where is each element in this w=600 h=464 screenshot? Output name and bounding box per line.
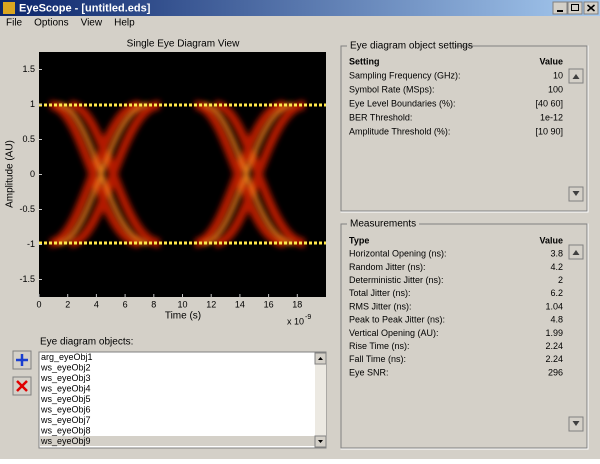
header-cell: Value: [539, 56, 563, 66]
app-icon: [3, 2, 15, 14]
header-cell: Type: [349, 235, 369, 245]
measurements-table: Type Value Horizontal Opening (ns): 3.8 Rand…: [349, 235, 563, 377]
selected-item-bg: [40, 436, 315, 446]
row-label: Random Jitter (ns):: [349, 262, 426, 272]
row-value: 10: [553, 70, 563, 80]
menu-item[interactable]: File: [6, 18, 23, 29]
window-controls: [552, 1, 599, 15]
x-tick-label: 18: [292, 299, 302, 309]
x-tick-label: 16: [264, 299, 274, 309]
y-tick-label: 0.5: [22, 134, 35, 144]
row-value: 2.24: [545, 354, 563, 364]
x-tick-label: 8: [151, 299, 156, 309]
delete-icon: [16, 380, 28, 392]
objects-listbox[interactable]: [38, 351, 327, 449]
row-value: 100: [548, 84, 563, 94]
row-label: Fall Time (ns):: [349, 354, 406, 364]
x-tick-label: 2: [65, 299, 70, 309]
x-multiplier: x 10: [287, 316, 304, 326]
row-value: 3.8: [550, 249, 563, 259]
maximize-icon: [571, 4, 579, 11]
y-tick-label: -0.5: [19, 204, 35, 214]
row-value: 1.99: [545, 328, 563, 338]
window-title: EyeScope - [untitled.eds]: [19, 2, 151, 14]
list-item[interactable]: ws_eyeObj2: [40, 362, 91, 372]
maximize-button[interactable]: [567, 1, 583, 15]
add-icon: [16, 354, 28, 366]
row-value: [40 60]: [535, 98, 563, 108]
row-value: 2.24: [545, 341, 563, 351]
x-tick-label: 14: [235, 299, 245, 309]
row-label: Eye Level Boundaries (%):: [349, 98, 456, 108]
row-label: Symbol Rate (MSps):: [349, 84, 435, 94]
plot-title: Single Eye Diagram View: [127, 39, 240, 50]
row-value: 2: [558, 275, 563, 285]
menu-bar: File Options View Help: [6, 18, 135, 29]
x-tick-label: 10: [177, 299, 187, 309]
plot-area: [39, 52, 326, 297]
x-axis-label: Time (s): [165, 311, 201, 322]
header-cell: Value: [539, 235, 563, 245]
eye-heatmap: [39, 100, 326, 248]
row-label: Peak to Peak Jitter (ns):: [349, 315, 445, 325]
row-label: Amplitude Threshold (%):: [349, 126, 450, 136]
settings-table: Setting Value Sampling Frequency (GHz): 10 S…: [349, 56, 563, 136]
row-label: Vertical Opening (AU):: [349, 328, 439, 338]
list-scrollbar[interactable]: [315, 353, 326, 447]
title-bar: [0, 0, 600, 16]
row-label: Horizontal Opening (ns):: [349, 249, 447, 259]
row-label: Sampling Frequency (GHz):: [349, 70, 461, 80]
list-item[interactable]: ws_eyeObj6: [40, 404, 91, 414]
row-label: RMS Jitter (ns):: [349, 301, 412, 311]
y-tick-label: -1.5: [19, 274, 35, 284]
row-value: 1e-12: [540, 112, 563, 122]
y-tick-label: 0: [30, 169, 35, 179]
list-item[interactable]: ws_eyeObj9: [40, 436, 91, 446]
row-value: 4.8: [550, 315, 563, 325]
meas-title: Measurements: [350, 219, 416, 230]
row-value: 4.2: [550, 262, 563, 272]
x-tick-label: 0: [36, 299, 41, 309]
settings-title: Eye diagram object settings: [350, 41, 473, 52]
row-value: 1.04: [545, 301, 563, 311]
menu-item[interactable]: Help: [114, 18, 135, 29]
x-tick-label: 6: [123, 299, 128, 309]
row-value: 296: [548, 367, 563, 377]
settings-group: [340, 45, 588, 212]
row-label: Total Jitter (ns):: [349, 288, 411, 298]
settings-title-bg: [347, 40, 455, 52]
y-axis-label: Amplitude (AU): [5, 140, 16, 208]
plot-axes: 0 2 4 6 8 10 12 14 16 18 -1.5 -1 -0.5 0 0.5 1 1.5: [19, 64, 302, 310]
menu-item[interactable]: Options: [34, 18, 68, 29]
menu-item[interactable]: View: [81, 18, 103, 29]
header-cell: Setting: [349, 56, 380, 66]
x-tick-label: 4: [94, 299, 99, 309]
row-value: 6.2: [550, 288, 563, 298]
list-item[interactable]: ws_eyeObj3: [40, 373, 91, 383]
y-tick-label: 1: [30, 99, 35, 109]
list-item[interactable]: ws_eyeObj8: [40, 425, 91, 435]
row-value: [10 90]: [535, 126, 563, 136]
minimize-button[interactable]: [552, 1, 568, 15]
x-exponent: -9: [305, 314, 311, 321]
list-item[interactable]: arg_eyeObj1: [41, 352, 93, 362]
row-label: Rise Time (ns):: [349, 341, 410, 351]
objects-list: arg_eyeObj1ws_eyeObj2ws_eyeObj3ws_eyeObj…: [40, 352, 93, 446]
y-tick-label: -1: [27, 239, 35, 249]
objects-label: Eye diagram objects:: [40, 337, 133, 348]
row-label: Eye SNR:: [349, 367, 389, 377]
meas-group: [340, 223, 588, 449]
list-item[interactable]: ws_eyeObj5: [40, 394, 91, 404]
y-tick-label: 1.5: [22, 64, 35, 74]
list-item[interactable]: ws_eyeObj7: [40, 415, 91, 425]
list-item[interactable]: ws_eyeObj4: [40, 383, 91, 393]
close-icon: [587, 4, 595, 12]
row-label: Deterministic Jitter (ns):: [349, 275, 444, 285]
meas-title-bg: [347, 218, 419, 230]
x-tick-label: 12: [206, 299, 216, 309]
row-label: BER Threshold:: [349, 112, 412, 122]
